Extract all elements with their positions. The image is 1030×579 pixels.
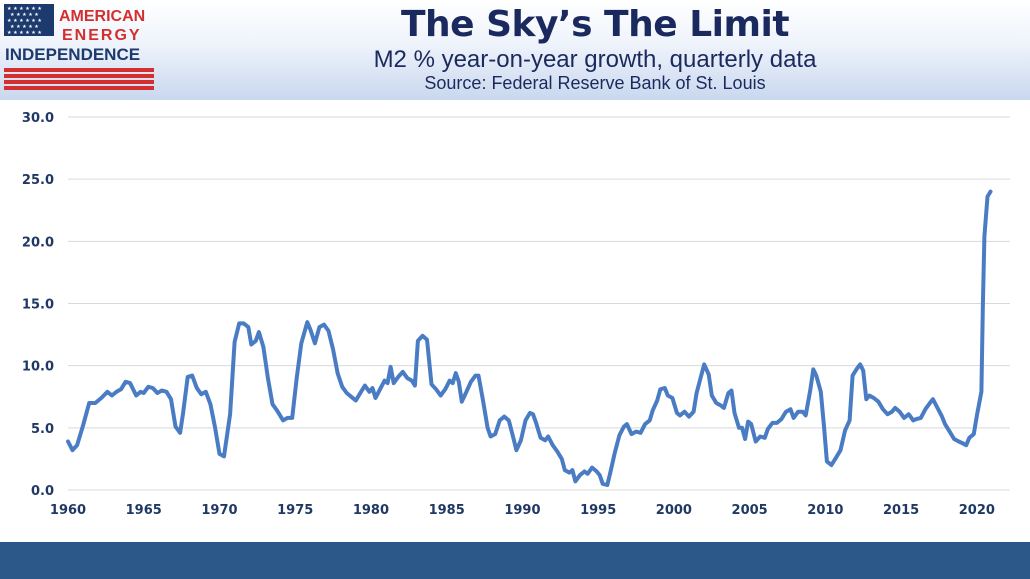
x-tick-label: 1980 [353, 503, 389, 518]
footer-bar [0, 542, 1030, 579]
x-tick-label: 1975 [277, 503, 313, 518]
x-tick-label: 1970 [201, 503, 237, 518]
x-tick-label: 1965 [126, 503, 162, 518]
x-tick-label: 1990 [504, 503, 540, 518]
y-tick-label: 5.0 [31, 422, 54, 437]
y-tick-label: 15.0 [22, 298, 54, 313]
svg-text:★ ★ ★ ★ ★ ★: ★ ★ ★ ★ ★ ★ [7, 30, 42, 36]
y-tick-label: 30.0 [22, 111, 54, 126]
x-tick-label: 1960 [50, 503, 86, 518]
m2-growth-chart: 0.0 5.0 10.0 15.0 20.0 25.0 30.0 1960 1965 1970 19… [22, 111, 1010, 518]
x-tick-label: 2000 [656, 503, 692, 518]
x-tick-label: 2015 [883, 503, 919, 518]
x-tick-label: 1985 [429, 503, 465, 518]
svg-text:★ ★ ★ ★ ★ ★: ★ ★ ★ ★ ★ ★ [7, 18, 42, 24]
x-tick-label: 2020 [959, 503, 995, 518]
logo-line-3: INDEPENDENCE [5, 45, 140, 64]
svg-text:★ ★ ★ ★ ★: ★ ★ ★ ★ ★ [10, 12, 39, 18]
logo-line-1: AMERICAN [59, 8, 145, 25]
x-tick-label: 1995 [580, 503, 616, 518]
x-tick-label: 2005 [732, 503, 768, 518]
logo-line-2: ENERGY [62, 27, 142, 44]
svg-text:★ ★ ★ ★ ★: ★ ★ ★ ★ ★ [10, 24, 39, 30]
page-subtitle: M2 % year-on-year growth, quarterly data [373, 46, 817, 73]
american-energy-independence-logo: ★ ★ ★ ★ ★ ★ ★ ★ ★ ★ ★ ★ ★ ★ ★ ★ ★ ★ ★ ★ … [4, 4, 154, 90]
x-tick-label: 2010 [807, 503, 843, 518]
svg-text:★ ★ ★ ★ ★ ★: ★ ★ ★ ★ ★ ★ [7, 6, 42, 12]
y-tick-label: 25.0 [22, 173, 54, 188]
page-title: The Sky’s The Limit [400, 4, 790, 45]
y-tick-label: 10.0 [22, 360, 54, 375]
y-tick-label: 20.0 [22, 235, 54, 250]
y-tick-label: 0.0 [31, 484, 54, 499]
header-band [0, 0, 1030, 100]
m2-growth-series-line [66, 189, 993, 487]
source-note: Source: Federal Reserve Bank of St. Loui… [424, 73, 766, 93]
